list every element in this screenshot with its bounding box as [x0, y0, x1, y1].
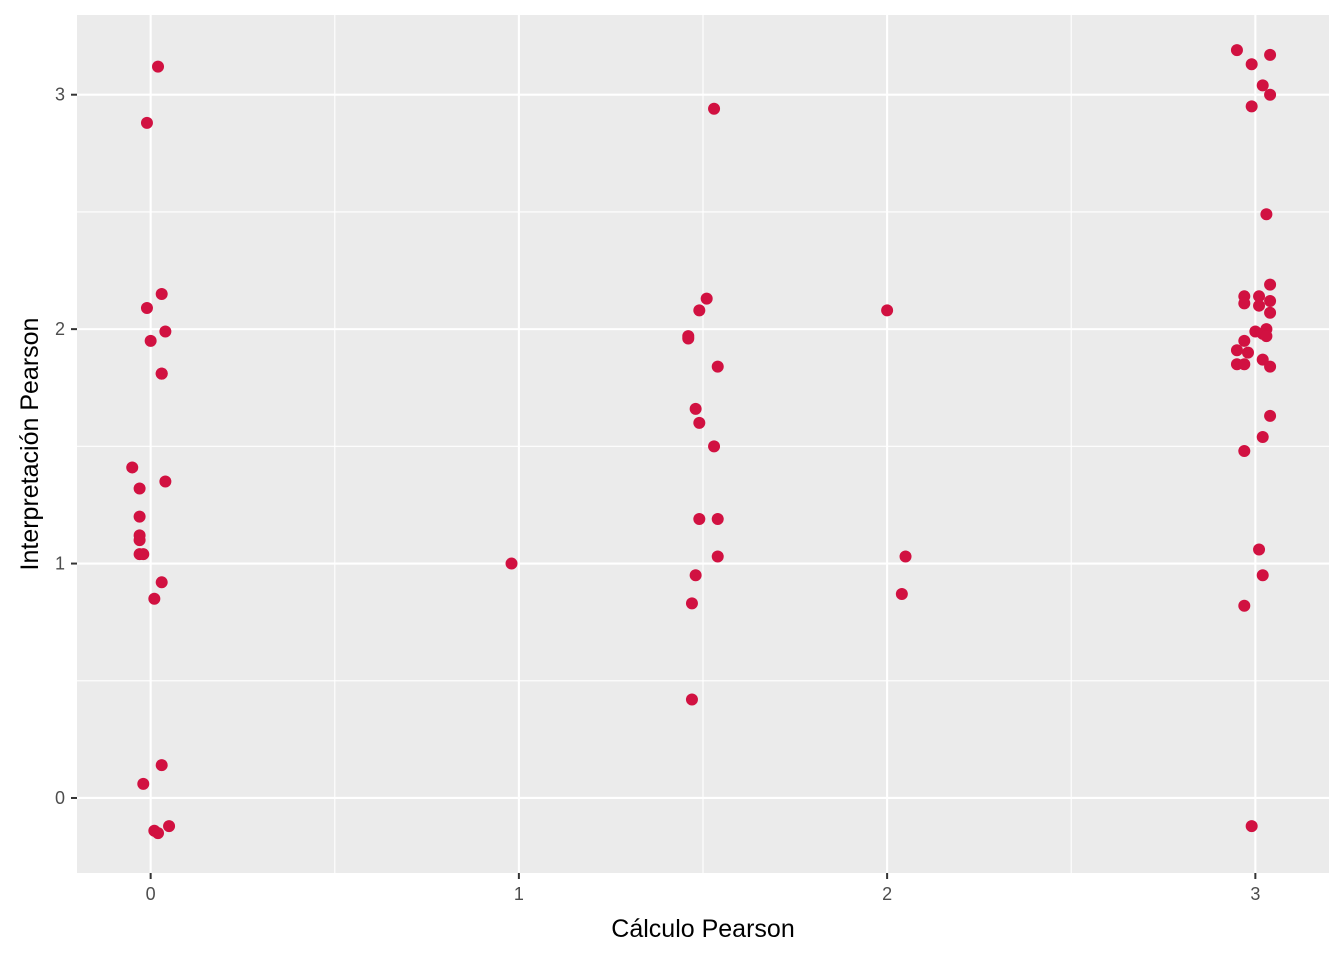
data-point: [708, 102, 721, 115]
data-point: [1264, 88, 1277, 101]
data-point: [685, 597, 698, 610]
data-point: [1230, 344, 1243, 357]
data-point: [1238, 599, 1251, 612]
data-point: [1253, 299, 1266, 312]
data-point: [895, 588, 908, 601]
data-point: [159, 325, 172, 338]
data-point: [133, 482, 146, 495]
data-point: [1245, 100, 1258, 113]
y-axis-ticks: 0 1 2 3: [55, 85, 77, 808]
x-tick-label: 1: [514, 884, 524, 904]
data-point: [1256, 430, 1269, 443]
data-point: [1238, 358, 1251, 371]
data-point: [140, 302, 153, 315]
data-point: [137, 548, 150, 561]
y-axis-title: Interpretación Pearson: [16, 318, 44, 571]
data-point: [1238, 334, 1251, 347]
x-axis-ticks: 0 1 2 3: [146, 873, 1260, 904]
data-point: [1253, 543, 1266, 556]
data-point: [682, 332, 695, 345]
data-point: [1256, 569, 1269, 582]
data-point: [881, 304, 894, 317]
data-point: [708, 440, 721, 453]
data-point: [152, 60, 165, 73]
data-point: [1238, 445, 1251, 458]
data-point: [693, 304, 706, 317]
data-point: [689, 569, 702, 582]
data-point: [1264, 360, 1277, 373]
grid-minor: [77, 15, 1329, 873]
data-point: [1245, 58, 1258, 71]
data-point: [1253, 290, 1266, 303]
grid-major: [77, 15, 1329, 873]
y-tick-label: 3: [55, 85, 65, 105]
data-point: [1264, 48, 1277, 61]
data-point: [155, 576, 168, 589]
data-point: [711, 360, 724, 373]
data-point: [155, 287, 168, 300]
x-tick-label: 0: [146, 884, 156, 904]
data-point: [133, 510, 146, 523]
x-tick-label: 2: [882, 884, 892, 904]
data-points: [126, 44, 1277, 840]
data-point: [1264, 278, 1277, 291]
data-point: [159, 475, 172, 488]
data-point: [685, 693, 698, 706]
data-point: [163, 820, 176, 833]
data-point: [152, 827, 165, 840]
data-point: [899, 550, 912, 563]
data-point: [1256, 79, 1269, 92]
x-tick-label: 3: [1250, 884, 1260, 904]
data-point: [1264, 409, 1277, 422]
data-point: [1260, 208, 1273, 221]
data-point: [1241, 346, 1254, 359]
data-point: [1238, 297, 1251, 310]
y-tick-label: 0: [55, 788, 65, 808]
data-point: [711, 513, 724, 526]
data-point: [693, 513, 706, 526]
data-point: [133, 534, 146, 547]
data-point: [700, 292, 713, 305]
data-point: [155, 759, 168, 772]
data-point: [1264, 295, 1277, 307]
y-tick-label: 2: [55, 319, 65, 339]
data-point: [505, 557, 518, 570]
data-point: [137, 777, 150, 790]
data-point: [689, 402, 702, 415]
data-point: [1260, 330, 1273, 343]
data-point: [148, 592, 161, 605]
y-tick-label: 1: [55, 554, 65, 574]
x-axis-title: Cálculo Pearson: [611, 915, 794, 943]
data-point: [155, 367, 168, 380]
data-point: [1264, 306, 1277, 319]
data-point: [693, 416, 706, 429]
data-point: [140, 116, 153, 129]
data-point: [1245, 820, 1258, 833]
data-point: [711, 550, 724, 563]
data-point: [126, 461, 139, 474]
data-point: [144, 334, 157, 347]
data-point: [1230, 44, 1243, 57]
